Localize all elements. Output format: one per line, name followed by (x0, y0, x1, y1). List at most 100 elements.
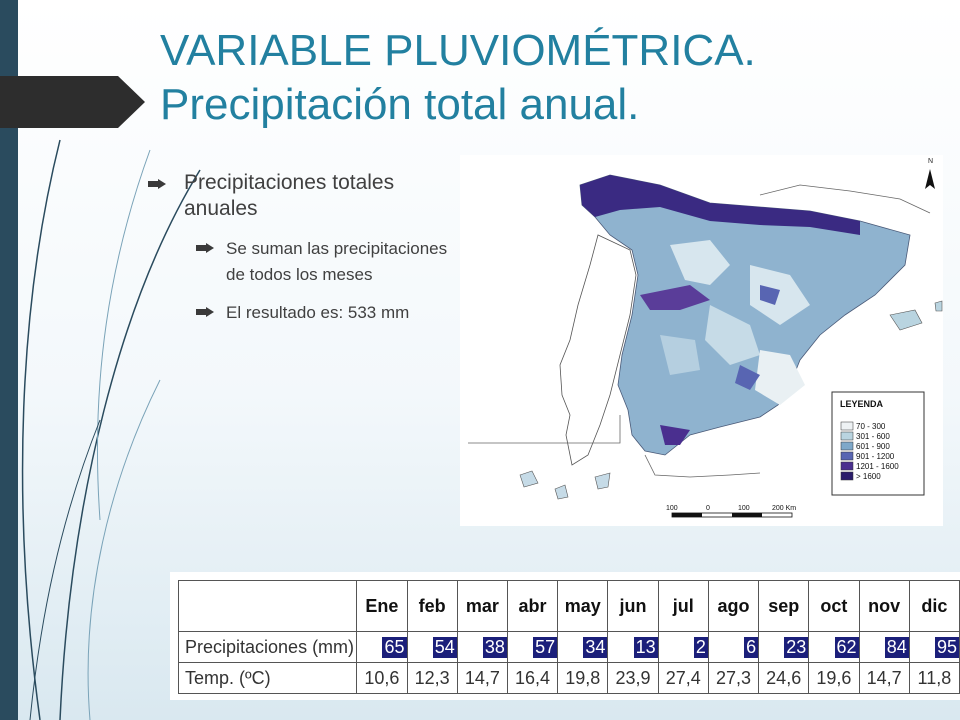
scale-label: 100 (666, 505, 678, 512)
wet-zone-north (580, 175, 860, 235)
precip-cell: 62 (808, 631, 860, 663)
temp-cell: 24,6 (758, 662, 810, 694)
temp-row-label: Temp. (ºC) (177, 662, 358, 694)
precip-value: 2 (693, 636, 708, 658)
scale-label: 0 (706, 505, 710, 512)
bullet-arrow-icon (196, 307, 214, 317)
legend-label: 301 - 600 (856, 432, 890, 441)
month-header: jul (657, 580, 709, 632)
table-corner-cell (177, 580, 358, 632)
scale-label: 200 Km (772, 505, 796, 512)
month-header: may (557, 580, 609, 632)
temp-cell: 19,8 (557, 662, 609, 694)
temp-cell: 10,6 (356, 662, 408, 694)
month-header: nov (858, 580, 910, 632)
wet-zone (660, 425, 690, 445)
bullet-main-text: Precipitaciones totales anuales (184, 171, 395, 220)
precip-cell: 23 (758, 631, 810, 663)
temp-cell: 11,8 (908, 662, 960, 694)
france-outline (759, 184, 931, 214)
wet-zone (640, 285, 710, 310)
sub-bullet: Se suman las precipitaciones de todos lo… (196, 236, 453, 288)
precip-value: 95 (934, 636, 959, 658)
precipitation-map: N LEYENDA 70 - 300 301 - 600 601 - 900 9… (460, 155, 943, 526)
slide-title: VARIABLE PLUVIOMÉTRICA. Precipitación to… (160, 24, 920, 132)
wet-zone (760, 285, 780, 305)
bullet-list: Precipitaciones totales anuales Se suman… (148, 170, 453, 338)
precip-cell: 13 (607, 631, 659, 663)
temp-cell: 14,7 (858, 662, 910, 694)
bullet-arrow-icon (196, 243, 214, 253)
legend-swatch (840, 451, 854, 461)
month-header: mar (456, 580, 508, 632)
scale-label: 100 (738, 505, 750, 512)
month-header: jun (607, 580, 659, 632)
precip-cell: 38 (456, 631, 508, 663)
temp-cell: 14,7 (456, 662, 508, 694)
bullet-arrow-icon (148, 179, 166, 189)
month-header: Ene (356, 580, 408, 632)
canary-box (468, 415, 621, 444)
precip-cell: 6 (707, 631, 760, 663)
climate-table-panel: Ene feb mar abr may jun jul ago sep oct … (170, 572, 960, 700)
legend-swatch (840, 421, 854, 431)
africa-coast (644, 454, 761, 478)
title-line-1: VARIABLE PLUVIOMÉTRICA. (160, 26, 756, 75)
temp-cell: 19,6 (808, 662, 860, 694)
temp-cell: 27,3 (707, 662, 760, 694)
dry-zone (660, 335, 700, 375)
sub-bullet-text: El resultado es: 533 mm (226, 303, 410, 322)
precip-value: 54 (432, 636, 457, 658)
scale-bar-segment (732, 513, 762, 517)
scale-bar-segment (672, 513, 702, 517)
precip-value: 38 (482, 636, 507, 658)
legend-label: 601 - 900 (856, 442, 890, 451)
precip-cell: 34 (557, 631, 609, 663)
decorative-curves (21, 139, 201, 720)
table-row-precipitation: Precipitaciones (mm) 65 54 38 57 34 13 2… (177, 631, 960, 663)
sub-bullet-list: Se suman las precipitaciones de todos lo… (148, 236, 453, 326)
precip-value: 84 (884, 636, 909, 658)
month-header: feb (406, 580, 458, 632)
precip-value: 34 (583, 636, 608, 658)
dry-zone (670, 240, 730, 285)
table-header-row: Ene feb mar abr may jun jul ago sep oct … (177, 580, 960, 632)
legend-label: > 1600 (856, 472, 881, 481)
left-decorative-band (0, 0, 18, 720)
month-header: sep (758, 580, 810, 632)
month-header: oct (808, 580, 860, 632)
precip-cell: 2 (657, 631, 709, 663)
temp-cell: 27,4 (657, 662, 709, 694)
precip-cell: 65 (356, 631, 408, 663)
precip-value: 23 (784, 636, 809, 658)
month-header: dic (908, 580, 960, 632)
precip-cell: 95 (908, 631, 960, 663)
dry-zone (705, 305, 760, 365)
precip-cell: 57 (506, 631, 559, 663)
legend-label: 901 - 1200 (856, 452, 895, 461)
legend-swatch (840, 441, 854, 451)
month-header: ago (707, 580, 760, 632)
legend-swatches: 70 - 300 301 - 600 601 - 900 901 - 1200 … (840, 421, 899, 481)
legend-title: LEYENDA (840, 399, 884, 409)
north-arrow-icon (925, 169, 935, 189)
month-header: abr (506, 580, 559, 632)
portugal-outline (559, 234, 637, 466)
title-arrow-shape (0, 76, 145, 128)
sub-bullet-text: Se suman las precipitaciones de todos lo… (226, 239, 448, 284)
title-line-2: Precipitación total anual. (160, 80, 640, 129)
precip-cell: 84 (858, 631, 910, 663)
balearic-islands (934, 300, 943, 312)
legend-label: 70 - 300 (856, 422, 886, 431)
balearic-islands (889, 309, 923, 331)
sub-bullet: El resultado es: 533 mm (196, 300, 453, 326)
precip-value: 62 (834, 636, 859, 658)
temp-cell: 16,4 (506, 662, 559, 694)
precip-value: 13 (633, 636, 658, 658)
precip-cell: 54 (406, 631, 458, 663)
table-row-temperature: Temp. (ºC) 10,6 12,3 14,7 16,4 19,8 23,9… (177, 662, 960, 694)
legend-swatch (840, 431, 854, 441)
bullet-main: Precipitaciones totales anuales (148, 170, 453, 222)
climate-table: Ene feb mar abr may jun jul ago sep oct … (177, 580, 960, 694)
precip-value: 57 (533, 636, 558, 658)
